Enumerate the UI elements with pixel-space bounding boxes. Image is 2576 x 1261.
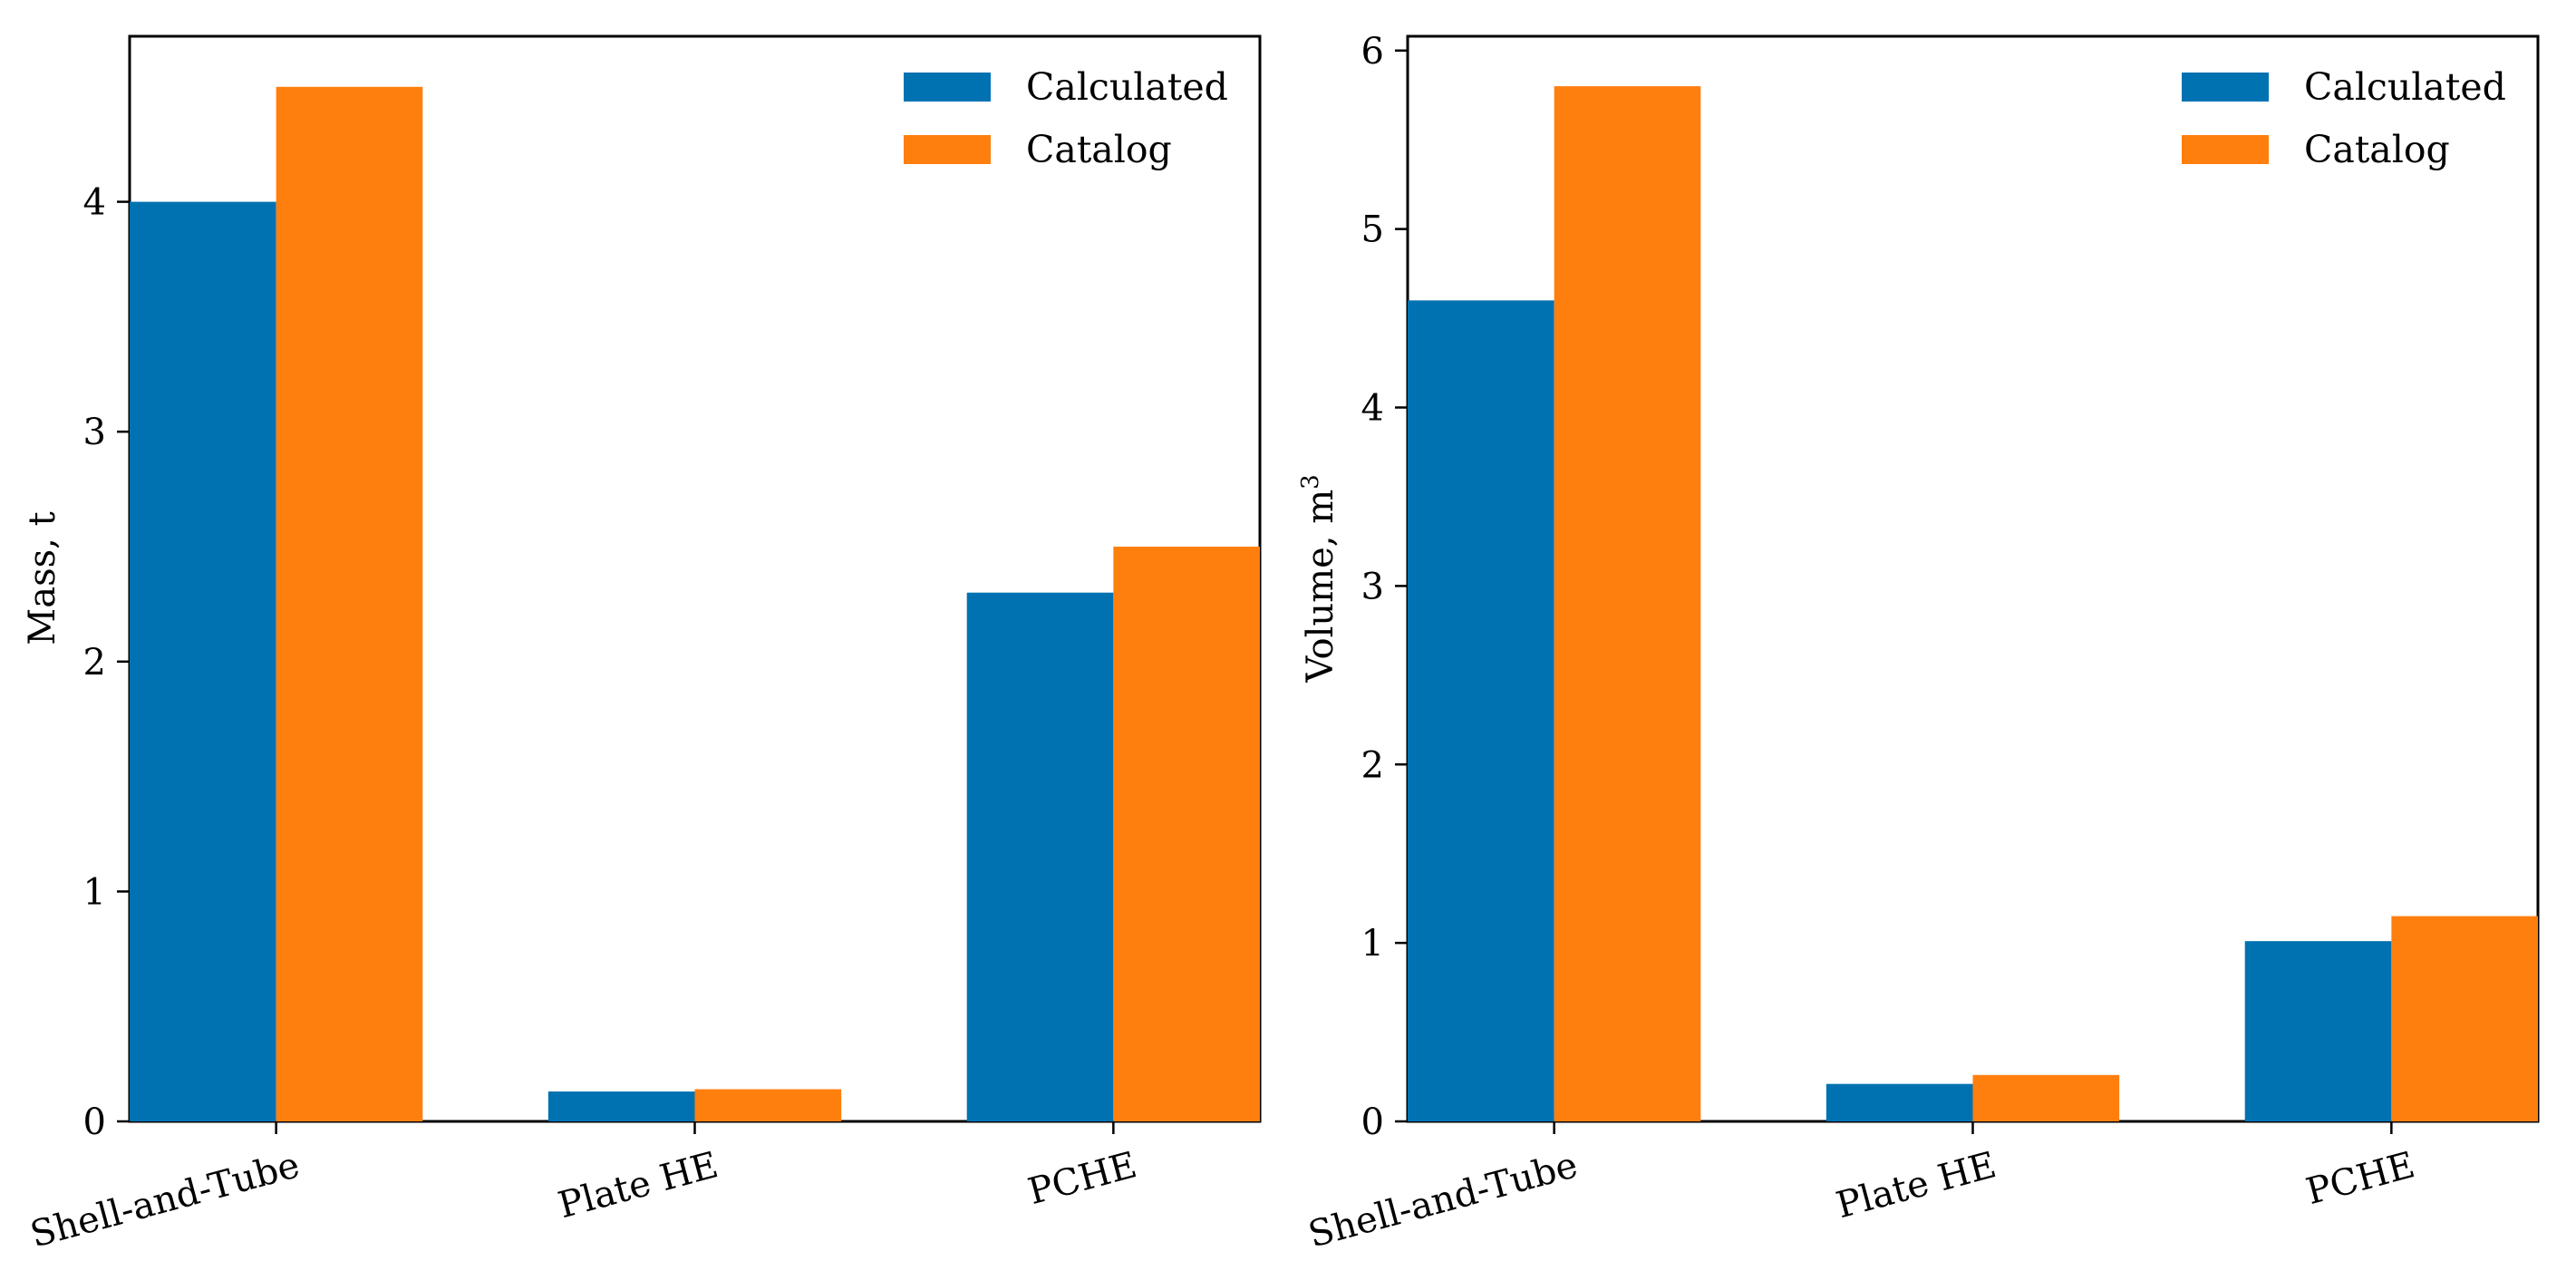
volume-legend-swatch-catalog bbox=[2182, 135, 2269, 164]
mass-x-tick-label-shell-and-tube: Shell-and-Tube bbox=[26, 1144, 304, 1256]
volume-x-tick-label-pche: PCHE bbox=[2302, 1144, 2419, 1213]
volume-y-tick-label: 1 bbox=[1361, 923, 1384, 965]
volume-bar-plate-he-catalog bbox=[1972, 1074, 2120, 1121]
volume-y-tick-label: 2 bbox=[1361, 744, 1384, 786]
mass-legend-label-calculated: Calculated bbox=[1026, 65, 1228, 109]
volume-y-tick-label: 3 bbox=[1361, 566, 1384, 607]
volume-y-tick-label: 0 bbox=[1361, 1101, 1384, 1143]
mass-bar-plate-he-catalog bbox=[694, 1089, 842, 1121]
mass-y-axis-label: Mass, t bbox=[22, 511, 63, 645]
mass-y-tick-label: 0 bbox=[83, 1101, 106, 1143]
volume-bar-pche-calculated bbox=[2244, 941, 2392, 1121]
mass-legend: Calculated Catalog bbox=[904, 65, 1228, 171]
volume-y-axis-label-text: Volume, m bbox=[1300, 490, 1341, 684]
volume-bar-shell-and-tube-calculated bbox=[1408, 300, 1554, 1121]
mass-y-ticks: 0 1 2 3 4 bbox=[83, 182, 130, 1143]
mass-bar-shell-and-tube-catalog bbox=[276, 86, 423, 1122]
volume-legend-label-calculated: Calculated bbox=[2304, 65, 2506, 109]
volume-y-ticks: 0 1 2 3 4 5 6 bbox=[1361, 31, 1408, 1143]
mass-y-tick-label: 2 bbox=[83, 642, 106, 684]
mass-bar-pche-calculated bbox=[966, 592, 1114, 1121]
volume-y-tick-label: 6 bbox=[1361, 31, 1384, 73]
volume-x-tick-label-shell-and-tube: Shell-and-Tube bbox=[1304, 1144, 1582, 1256]
mass-bar-pche-catalog bbox=[1113, 546, 1260, 1121]
mass-y-tick-label: 1 bbox=[83, 871, 106, 913]
volume-y-tick-label: 5 bbox=[1361, 209, 1384, 251]
volume-y-axis-label-superscript: 3 bbox=[1297, 474, 1324, 490]
mass-x-tick-label-plate-he: Plate HE bbox=[554, 1144, 722, 1227]
volume-x-tick-label-plate-he: Plate HE bbox=[1832, 1144, 2000, 1227]
mass-y-tick-label: 4 bbox=[83, 182, 106, 224]
volume-x-ticks: Shell-and-Tube Plate HE PCHE bbox=[1304, 1121, 2419, 1256]
mass-legend-label-catalog: Catalog bbox=[1026, 128, 1172, 171]
volume-legend: Calculated Catalog bbox=[2182, 65, 2506, 171]
mass-chart: 0 1 2 3 4 Shell-and-Tube Plate HE PCHE Mass, t… bbox=[22, 34, 1262, 1256]
mass-x-tick-label-pche: PCHE bbox=[1024, 1144, 1141, 1213]
volume-legend-swatch-calculated bbox=[2182, 73, 2269, 102]
volume-chart: 0 1 2 3 4 5 6 Shell-and-Tube Plate HE PCHE Volum… bbox=[1297, 31, 2540, 1256]
mass-bar-plate-he-calculated bbox=[547, 1091, 695, 1121]
volume-bar-pche-catalog bbox=[2391, 916, 2538, 1121]
mass-y-tick-label: 3 bbox=[83, 412, 106, 453]
volume-y-axis-label: Volume, m3 bbox=[1297, 474, 1341, 683]
volume-bar-plate-he-calculated bbox=[1825, 1083, 1973, 1121]
volume-y-tick-label: 4 bbox=[1361, 388, 1384, 430]
mass-legend-swatch-catalog bbox=[904, 135, 991, 164]
mass-bars bbox=[130, 86, 1260, 1122]
mass-legend-swatch-calculated bbox=[904, 73, 991, 102]
volume-bar-shell-and-tube-catalog bbox=[1554, 86, 1701, 1121]
mass-bar-shell-and-tube-calculated bbox=[130, 201, 276, 1122]
volume-legend-label-catalog: Catalog bbox=[2304, 128, 2450, 171]
volume-bars bbox=[1408, 86, 2538, 1121]
mass-x-ticks: Shell-and-Tube Plate HE PCHE bbox=[26, 1121, 1141, 1256]
